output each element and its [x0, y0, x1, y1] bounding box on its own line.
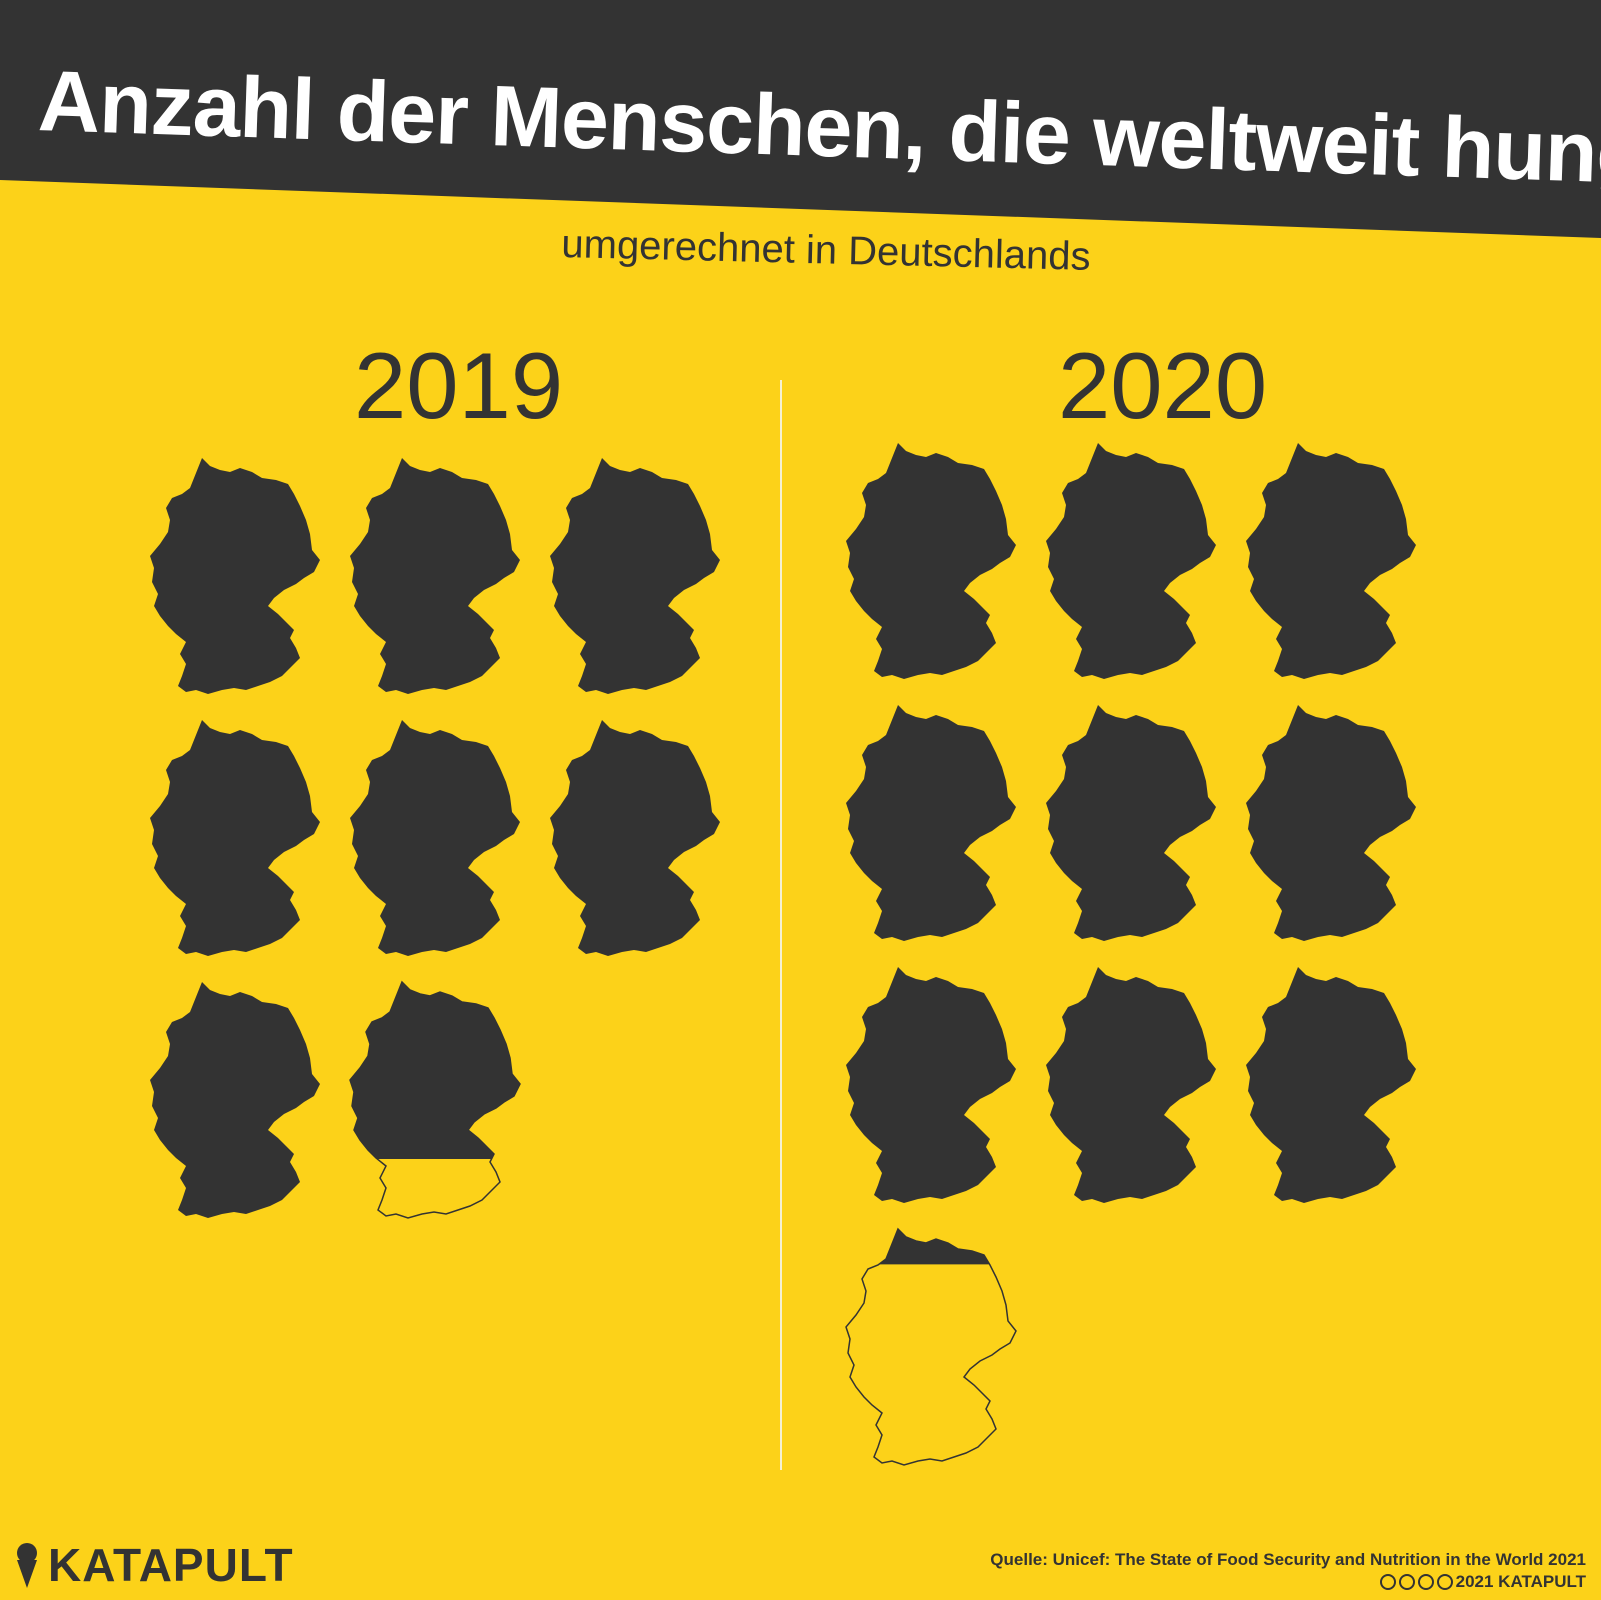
germany-map-full — [1246, 705, 1416, 941]
germany-map-full — [350, 720, 520, 956]
germany-map-full — [550, 720, 720, 956]
germany-map-partial — [845, 1228, 1017, 1466]
cc-icon — [1379, 1574, 1396, 1590]
germany-map-full — [150, 458, 320, 694]
copyright-line: 2021 KATAPULT — [1379, 1572, 1586, 1592]
germany-map-partial — [349, 981, 521, 1219]
germany-map-full — [1246, 967, 1416, 1203]
brand-name: KATAPULT — [48, 1539, 294, 1591]
germany-map-full — [1246, 443, 1416, 679]
germany-map-full — [550, 458, 720, 694]
germany-map-full — [350, 458, 520, 694]
brand-logo: KATAPULT — [14, 1539, 294, 1591]
ice-cream-icon — [17, 1543, 37, 1588]
germany-map-full — [150, 982, 320, 1218]
by-icon — [1398, 1574, 1415, 1590]
year-label-2019: 2019 — [354, 333, 564, 438]
germany-map-full — [1046, 967, 1216, 1203]
nc-icon — [1417, 1574, 1434, 1590]
germany-map-full — [1046, 443, 1216, 679]
panel-divider — [780, 380, 782, 1470]
germany-map-full — [846, 705, 1016, 941]
germany-map-full — [150, 720, 320, 956]
year-label-2020: 2020 — [1058, 333, 1268, 438]
germany-map-full — [1046, 705, 1216, 941]
nd-icon — [1436, 1574, 1453, 1590]
title-banner — [0, 0, 1601, 238]
copyright-text: 2021 KATAPULT — [1455, 1572, 1586, 1591]
source-citation: Quelle: Unicef: The State of Food Securi… — [990, 1550, 1586, 1569]
germany-map-full — [846, 967, 1016, 1203]
germany-map-full — [846, 443, 1016, 679]
